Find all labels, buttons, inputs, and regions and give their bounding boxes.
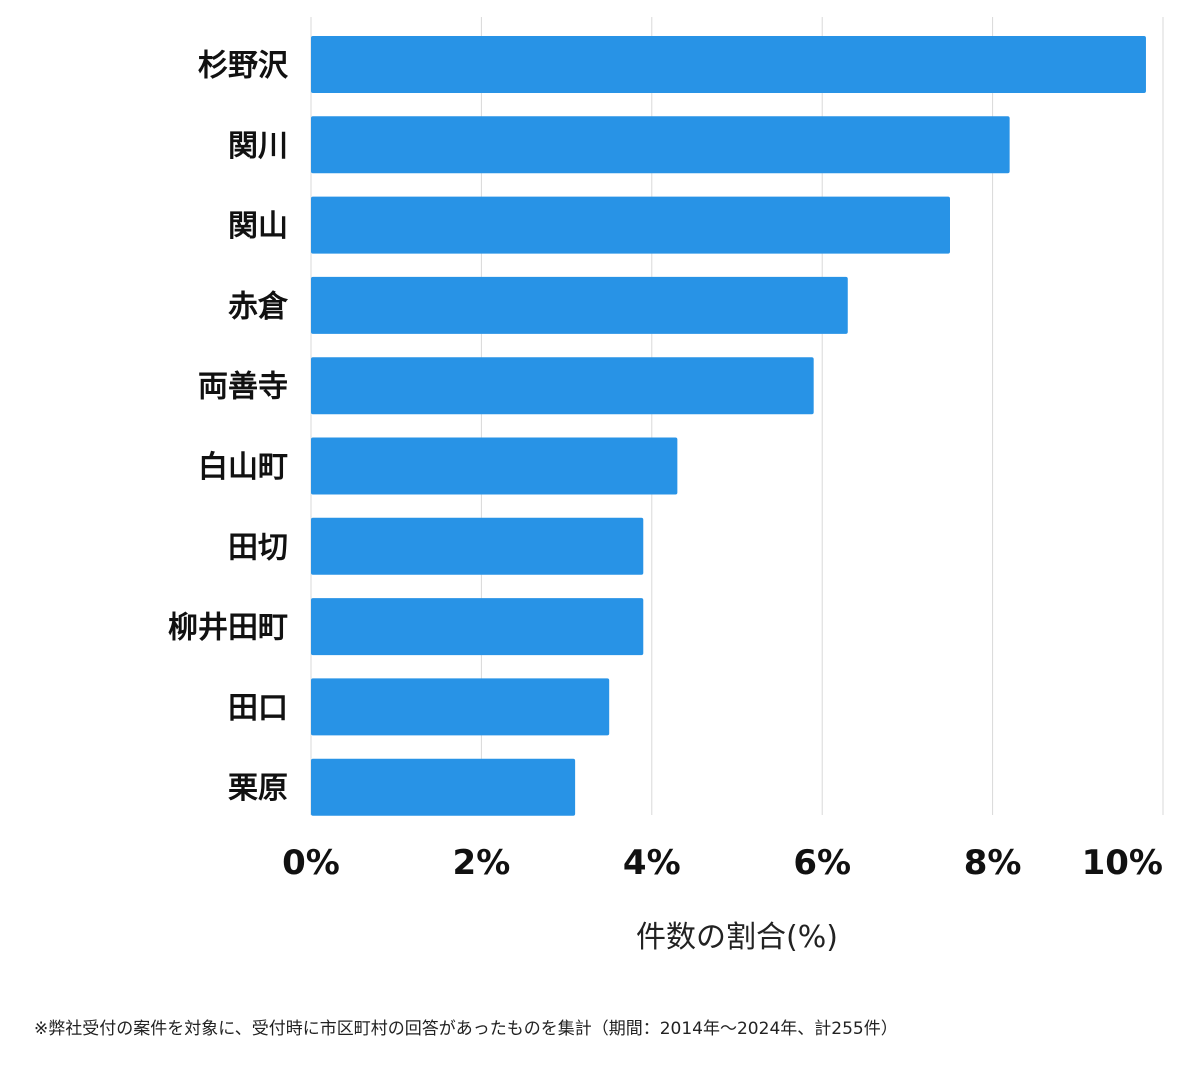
- bar: [311, 758, 576, 816]
- x-tick-label: 4%: [623, 843, 681, 883]
- bar: [311, 517, 644, 575]
- x-axis-title: 件数の割合(%): [636, 920, 838, 955]
- category-label: 白山町: [198, 450, 288, 485]
- bar: [311, 196, 950, 254]
- bar: [311, 678, 610, 736]
- bar: [311, 36, 1146, 93]
- x-tick-label: 8%: [964, 843, 1022, 883]
- category-label: 関山: [228, 209, 288, 244]
- bar: [311, 116, 1010, 174]
- bar: [311, 437, 678, 495]
- category-label: 田口: [228, 691, 288, 726]
- x-tick-label: 6%: [793, 843, 851, 883]
- category-label: 赤倉: [228, 289, 289, 324]
- category-label: 両善寺: [198, 370, 288, 405]
- bars: [311, 36, 1146, 816]
- x-tick-labels: 0% 2% 4% 6% 8% 10%: [282, 843, 1163, 883]
- category-label: 柳井田町: [168, 611, 288, 646]
- bar: [311, 276, 848, 334]
- x-tick-label: 2%: [453, 843, 511, 883]
- footnote: ※弊社受付の案件を対象に、受付時に市区町村の回答があったものを集計（期間：201…: [34, 1019, 898, 1039]
- x-tick-label: 0%: [282, 843, 340, 883]
- category-label: 田切: [228, 530, 288, 565]
- x-tick-label: 10%: [1082, 843, 1163, 883]
- category-label: 杉野沢: [198, 49, 289, 84]
- bar: [311, 357, 814, 415]
- category-label: 関川: [228, 129, 288, 164]
- bar: [311, 598, 644, 656]
- category-label: 栗原: [228, 771, 288, 806]
